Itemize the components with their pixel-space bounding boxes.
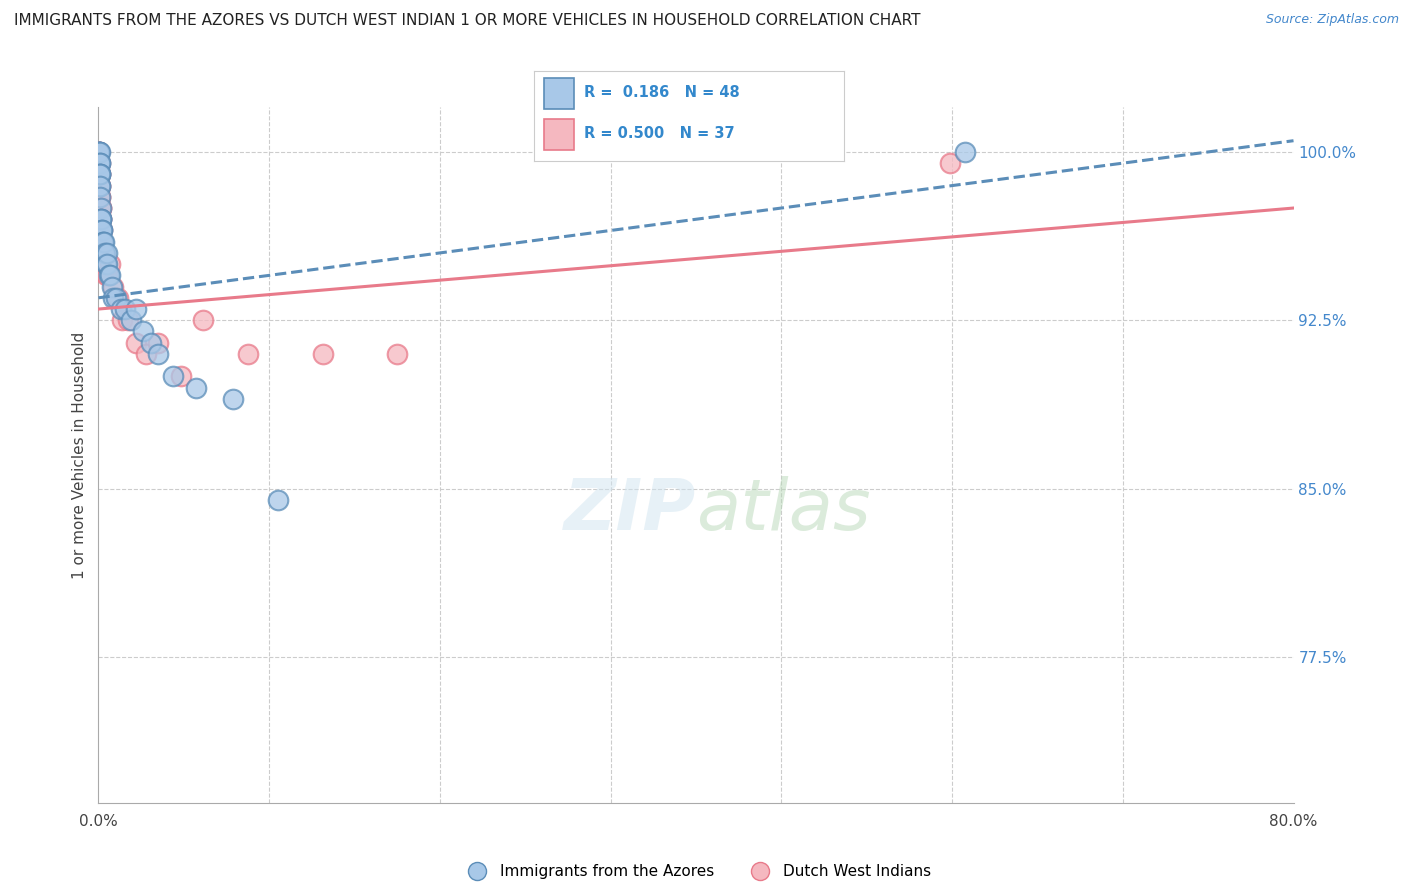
Point [90,223,112,237]
Point [91,235,114,249]
Point [132,325,155,339]
Point [125,301,148,316]
Point [96,268,118,283]
Point [91,246,114,260]
Point [385,347,409,361]
Point [90,223,112,237]
Point [107,291,129,305]
Point [148,347,170,361]
Point [120,313,142,327]
Point [87,145,110,159]
Point [90,223,112,237]
Text: IMMIGRANTS FROM THE AZORES VS DUTCH WEST INDIAN 1 OR MORE VEHICLES IN HOUSEHOLD : IMMIGRANTS FROM THE AZORES VS DUTCH WEST… [14,13,921,29]
Point [169,369,191,384]
Point [89,178,111,193]
Point [89,167,111,181]
Point [90,223,112,237]
Point [89,145,111,159]
Text: 0.0%: 0.0% [79,814,118,829]
Point [90,212,112,227]
Point [117,313,139,327]
Text: R = 0.500   N = 37: R = 0.500 N = 37 [583,127,734,141]
Point [89,167,111,181]
Point [89,145,111,159]
Point [267,492,290,507]
Point [89,178,111,193]
Point [89,167,111,181]
Point [103,279,125,293]
Point [148,335,170,350]
Point [90,223,112,237]
Point [114,301,136,316]
Point [162,369,184,384]
Point [90,212,112,227]
Point [939,156,962,170]
Point [91,235,114,249]
Legend: Immigrants from the Azores, Dutch West Indians: Immigrants from the Azores, Dutch West I… [456,858,936,886]
Point [90,201,112,215]
Point [97,268,120,283]
Point [311,347,333,361]
Point [89,190,111,204]
Point [89,190,111,204]
Point [89,145,111,159]
Point [94,246,117,260]
Point [125,335,148,350]
Point [89,145,111,159]
Point [236,347,259,361]
Point [96,257,118,271]
Point [90,201,112,215]
Point [89,167,111,181]
Point [90,212,112,227]
Point [93,246,115,260]
Point [89,145,111,159]
Point [94,257,117,271]
Text: atlas: atlas [696,476,870,545]
Point [139,335,162,350]
Point [135,347,157,361]
Point [89,156,111,170]
Point [89,167,111,181]
Point [96,246,118,260]
Point [91,235,114,249]
Point [110,301,132,316]
Point [90,212,112,227]
Point [89,178,111,193]
Point [89,190,111,204]
Point [89,156,111,170]
Point [111,313,134,327]
Point [100,257,122,271]
Y-axis label: 1 or more Vehicles in Household: 1 or more Vehicles in Household [72,331,87,579]
Point [89,167,111,181]
Point [89,145,111,159]
Point [93,257,115,271]
Text: 80.0%: 80.0% [1270,814,1317,829]
Point [105,291,128,305]
Point [89,145,111,159]
FancyBboxPatch shape [544,119,575,150]
Point [94,268,117,283]
Point [89,145,111,159]
Point [191,313,214,327]
Point [103,291,125,305]
Point [953,145,976,159]
Point [89,201,111,215]
Point [90,212,112,227]
Point [89,156,111,170]
Point [101,279,124,293]
Point [222,392,245,406]
Text: ZIP: ZIP [564,476,696,545]
Point [89,156,111,170]
Point [184,381,207,395]
Point [93,246,115,260]
Point [89,178,111,193]
Point [93,235,115,249]
Point [100,268,122,283]
Text: Source: ZipAtlas.com: Source: ZipAtlas.com [1265,13,1399,27]
Text: R =  0.186   N = 48: R = 0.186 N = 48 [583,86,740,100]
Point [91,223,114,237]
FancyBboxPatch shape [544,78,575,109]
